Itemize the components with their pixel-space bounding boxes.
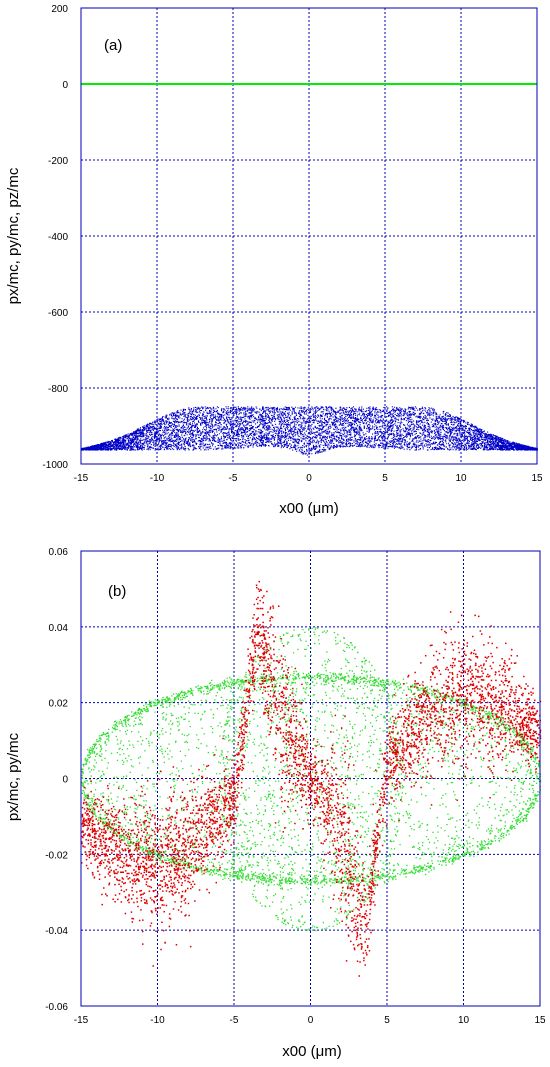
- y-tick-label: -0.06: [45, 1002, 68, 1013]
- panel-label-b: (b): [108, 583, 126, 600]
- plot-frame-b: [80, 550, 541, 1007]
- y-tick-label: 0.04: [49, 623, 69, 634]
- series-points: [81, 406, 538, 456]
- panel-label-a: (a): [104, 37, 122, 54]
- y-axis-title-a: px/mc, py/mc, pz/mc: [5, 167, 22, 304]
- x-tick-label: -15: [74, 1015, 89, 1026]
- x-tick-label: 10: [455, 473, 467, 484]
- x-tick-label: -15: [74, 473, 89, 484]
- marks-b: [81, 580, 542, 977]
- x-tick-label: -10: [150, 1015, 165, 1026]
- x-tick-label: 15: [534, 1015, 546, 1026]
- y-tick-label: -800: [48, 384, 68, 395]
- x-tick-label: 0: [308, 1015, 314, 1026]
- x-tick-label: 5: [384, 1015, 390, 1026]
- x-tick-labels-b: -15 -10 -5 0 5 10 15: [74, 1015, 546, 1026]
- x-tick-label: 15: [531, 473, 543, 484]
- x-tick-label: 0: [306, 473, 312, 484]
- y-tick-labels-a: -1000 -800 -600 -400 -200 0 200: [42, 4, 68, 471]
- x-tick-label: -10: [150, 473, 165, 484]
- y-tick-label: -200: [48, 156, 68, 167]
- x-tick-label: 10: [458, 1015, 470, 1026]
- y-axis-title-b: px/mc, py/mc: [5, 732, 22, 821]
- y-tick-label: 0: [62, 775, 68, 786]
- x-axis-title-a: x00 (μm): [279, 500, 338, 517]
- series-points: [81, 627, 542, 932]
- series-1: [81, 627, 542, 932]
- x-tick-label: -5: [229, 473, 238, 484]
- y-tick-label: 200: [51, 4, 68, 15]
- y-tick-label: -600: [48, 308, 68, 319]
- grid-a: [80, 7, 538, 465]
- y-tick-label: -0.02: [45, 850, 68, 861]
- y-tick-labels-b: -0.06 -0.04 -0.02 0 0.02 0.04 0.06: [45, 547, 68, 1013]
- chart-panel-b: -15 -10 -5 0 5 10 15 -0.06 -0.04 -0.02 0 0.02 0.04 0…: [5, 547, 546, 1060]
- y-tick-label: 0: [62, 80, 68, 91]
- x-tick-label: 5: [382, 473, 388, 484]
- x-tick-labels-a: -15 -10 -5 0 5 10 15: [74, 473, 543, 484]
- y-tick-label: 0.02: [49, 699, 69, 710]
- y-tick-label: -0.04: [45, 926, 68, 937]
- marks-a: [81, 83, 538, 456]
- plot-frame-a: [80, 7, 538, 465]
- y-tick-label: 0.06: [49, 547, 69, 558]
- x-axis-title-b: x00 (μm): [282, 1043, 341, 1060]
- series-2: [81, 406, 538, 456]
- chart-panel-a: -15 -10 -5 0 5 10 15 -1000 -800 -600 -400 -200 0 200…: [5, 4, 543, 517]
- x-tick-label: -5: [230, 1015, 239, 1026]
- y-tick-label: -400: [48, 232, 68, 243]
- y-tick-label: -1000: [42, 460, 68, 471]
